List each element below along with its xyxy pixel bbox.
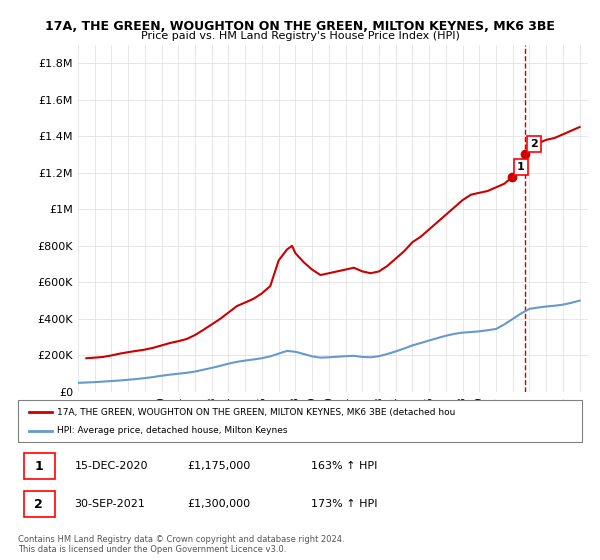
- Text: 163% ↑ HPI: 163% ↑ HPI: [311, 461, 377, 471]
- Text: £1,300,000: £1,300,000: [187, 499, 250, 509]
- Text: 173% ↑ HPI: 173% ↑ HPI: [311, 499, 378, 509]
- FancyBboxPatch shape: [23, 453, 55, 479]
- Text: 15-DEC-2020: 15-DEC-2020: [74, 461, 148, 471]
- FancyBboxPatch shape: [18, 400, 582, 442]
- FancyBboxPatch shape: [23, 491, 55, 517]
- Text: HPI: Average price, detached house, Milton Keynes: HPI: Average price, detached house, Milt…: [58, 426, 288, 435]
- Text: 30-SEP-2021: 30-SEP-2021: [74, 499, 145, 509]
- Text: 17A, THE GREEN, WOUGHTON ON THE GREEN, MILTON KEYNES, MK6 3BE (detached hou: 17A, THE GREEN, WOUGHTON ON THE GREEN, M…: [58, 408, 456, 417]
- Text: 1: 1: [517, 162, 525, 172]
- Text: £1,175,000: £1,175,000: [187, 461, 250, 471]
- Text: Contains HM Land Registry data © Crown copyright and database right 2024.
This d: Contains HM Land Registry data © Crown c…: [18, 535, 344, 554]
- Text: Price paid vs. HM Land Registry's House Price Index (HPI): Price paid vs. HM Land Registry's House …: [140, 31, 460, 41]
- Text: 1: 1: [34, 460, 43, 473]
- Text: 2: 2: [34, 497, 43, 511]
- Text: 2: 2: [530, 139, 538, 149]
- Text: 17A, THE GREEN, WOUGHTON ON THE GREEN, MILTON KEYNES, MK6 3BE: 17A, THE GREEN, WOUGHTON ON THE GREEN, M…: [45, 20, 555, 32]
